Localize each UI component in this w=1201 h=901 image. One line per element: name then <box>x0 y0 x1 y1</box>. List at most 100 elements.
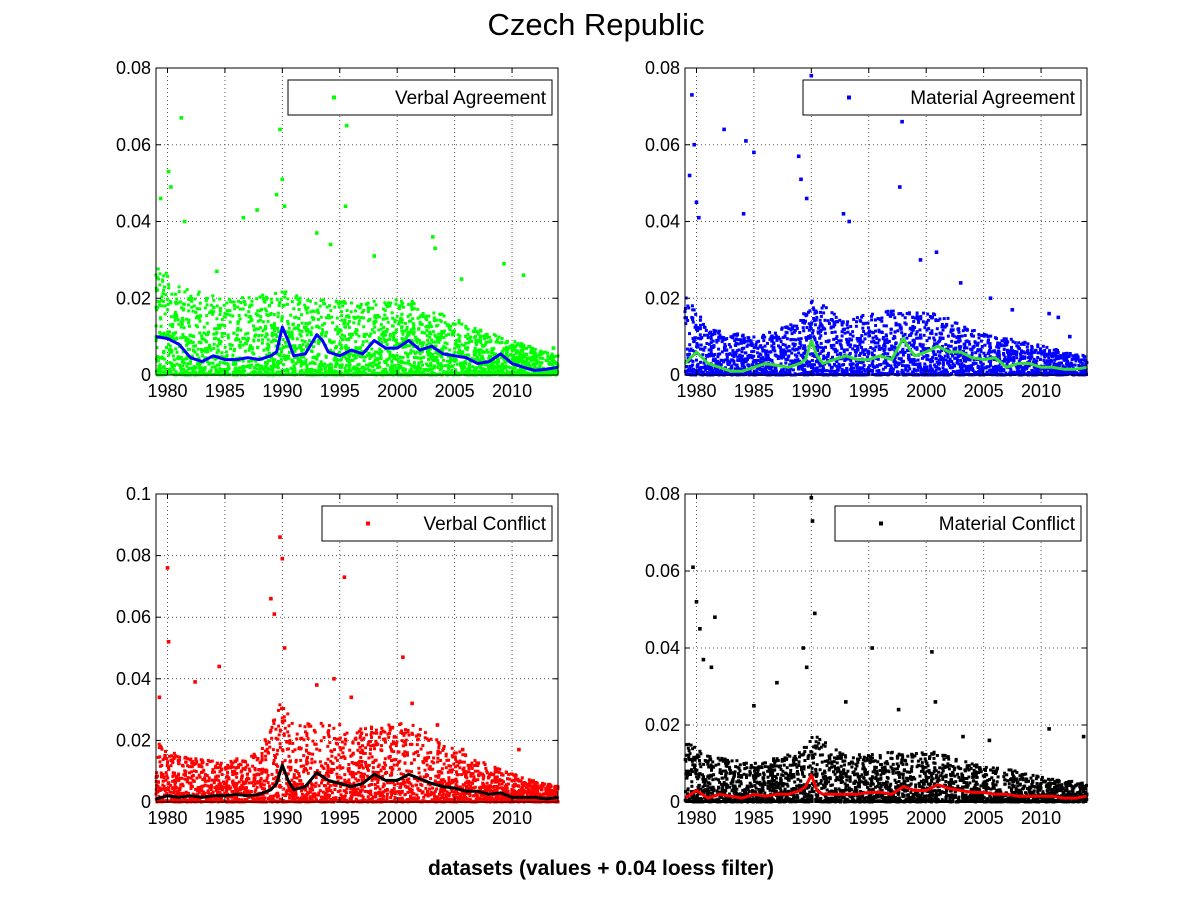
scatter-point <box>252 328 256 332</box>
scatter-point <box>889 311 893 315</box>
scatter-point <box>201 354 204 358</box>
scatter-point <box>1029 352 1033 356</box>
scatter-point <box>819 334 823 338</box>
scatter-point <box>294 315 298 319</box>
scatter-point <box>988 355 992 359</box>
scatter-point <box>449 370 453 374</box>
scatter-point <box>489 354 493 358</box>
scatter-point <box>872 354 876 357</box>
scatter-point <box>265 347 269 351</box>
scatter-point <box>243 341 247 345</box>
scatter-point <box>964 340 968 344</box>
scatter-point <box>788 349 792 353</box>
scatter-point <box>711 339 715 343</box>
scatter-point <box>1012 351 1016 355</box>
scatter-point <box>786 349 790 353</box>
scatter-point <box>721 371 725 375</box>
scatter-point <box>979 347 983 351</box>
scatter-point <box>171 354 175 358</box>
scatter-point <box>365 353 369 357</box>
scatter-point <box>946 316 950 320</box>
scatter-point <box>691 316 695 320</box>
scatter-point <box>475 355 479 359</box>
scatter-point <box>353 330 357 334</box>
scatter-point-outlier <box>372 254 376 258</box>
scatter-point <box>477 351 481 355</box>
scatter-point <box>848 332 852 336</box>
scatter-point <box>397 307 401 311</box>
scatter-point <box>864 332 867 336</box>
scatter-point <box>893 360 897 364</box>
scatter-point <box>247 320 251 324</box>
scatter-point <box>412 361 416 365</box>
scatter-point <box>782 366 786 370</box>
scatter-point <box>232 304 236 307</box>
scatter-point <box>269 297 273 301</box>
scatter-point <box>232 349 236 353</box>
scatter-point <box>283 356 287 360</box>
scatter-point <box>922 311 925 315</box>
scatter-point <box>877 369 881 372</box>
scatter-point <box>164 271 168 275</box>
scatter-point <box>897 357 901 361</box>
scatter-point <box>293 344 297 348</box>
scatter-point <box>840 370 844 374</box>
scatter-point <box>376 366 380 370</box>
scatter-point <box>300 313 303 317</box>
scatter-point <box>855 366 859 369</box>
scatter-point <box>499 368 503 372</box>
scatter-point <box>746 371 750 375</box>
scatter-point <box>686 304 690 308</box>
scatter-point <box>266 370 270 374</box>
scatter-point <box>483 368 487 372</box>
scatter-point <box>377 351 380 355</box>
scatter-point <box>963 344 967 348</box>
scatter-point <box>469 335 473 339</box>
scatter-point <box>158 365 162 369</box>
scatter-point <box>410 339 414 343</box>
scatter-point <box>803 346 807 349</box>
scatter-point <box>324 355 328 359</box>
scatter-point <box>208 345 212 349</box>
scatter-point <box>820 346 824 350</box>
scatter-point <box>272 326 276 330</box>
scatter-point <box>382 367 386 371</box>
scatter-point <box>308 368 312 372</box>
scatter-point <box>755 340 759 344</box>
scatter-point <box>415 350 419 354</box>
scatter-point <box>919 350 923 354</box>
scatter-point <box>318 339 322 343</box>
scatter-point <box>255 367 259 371</box>
scatter-point <box>833 347 837 351</box>
scatter-point <box>425 334 429 338</box>
scatter-point <box>309 310 313 314</box>
scatter-point <box>250 363 254 367</box>
scatter-point <box>343 301 347 305</box>
scatter-point <box>358 369 361 373</box>
scatter-point <box>972 329 976 332</box>
scatter-point <box>263 370 267 374</box>
scatter-point <box>436 352 440 356</box>
scatter-point <box>1068 352 1072 356</box>
scatter-point <box>701 370 705 374</box>
scatter-point <box>250 299 254 303</box>
scatter-point <box>210 365 214 369</box>
scatter-point <box>871 363 875 367</box>
scatter-point <box>742 361 746 365</box>
scatter-point <box>187 297 191 301</box>
scatter-point <box>915 346 919 350</box>
scatter-point <box>190 371 193 375</box>
scatter-point <box>455 339 459 342</box>
scatter-point <box>896 329 900 333</box>
scatter-point <box>467 369 471 373</box>
scatter-point <box>287 350 291 354</box>
scatter-point <box>447 367 451 371</box>
scatter-point <box>505 369 509 373</box>
scatter-point <box>344 344 348 348</box>
scatter-point <box>474 341 478 345</box>
scatter-point <box>690 304 694 308</box>
scatter-point <box>785 358 789 362</box>
scatter-point <box>389 354 393 358</box>
scatter-point <box>457 345 461 349</box>
scatter-point <box>1056 351 1060 354</box>
